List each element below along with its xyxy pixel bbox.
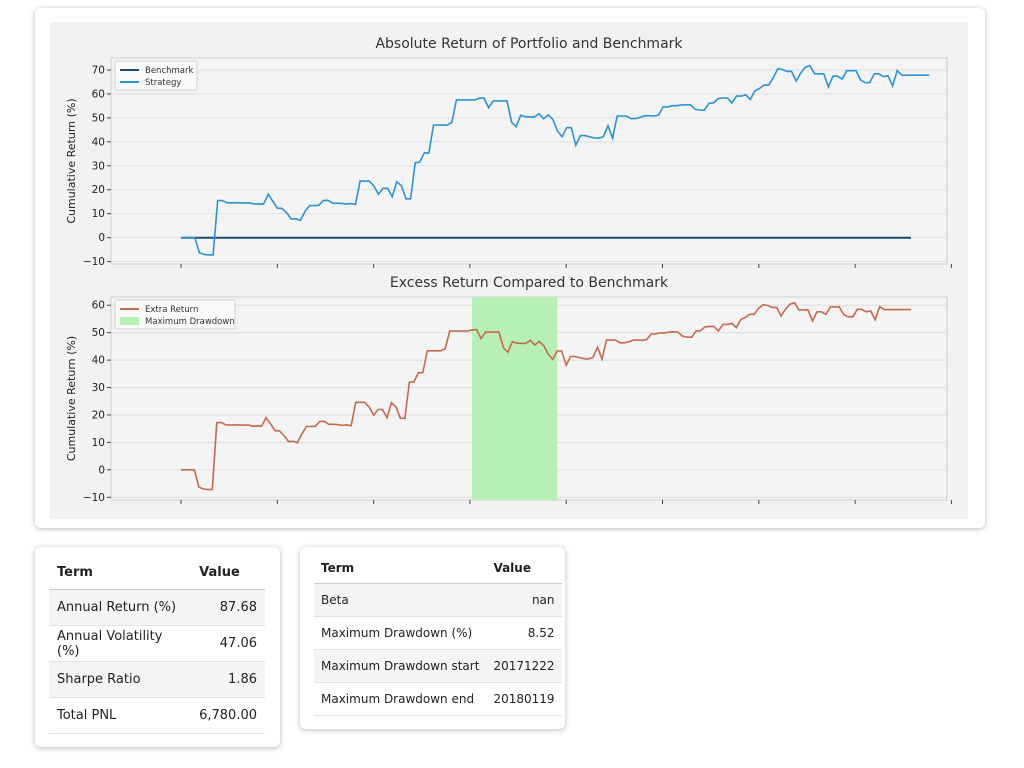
table-header-row: Term Value (314, 553, 562, 584)
y-tick-label: −10 (83, 256, 105, 268)
chart-figure: −10 0 10 20 30 40 50 60 70 Absolute Return of Por… (50, 22, 968, 519)
y-tick-label: 0 (98, 464, 105, 476)
table-row: Annual Volatility (%) 47.06 (49, 625, 265, 662)
y-tick-label: 10 (92, 437, 105, 449)
y-tick-label: 50 (92, 112, 105, 124)
y-tick-label: 30 (92, 160, 105, 172)
y-tick-label: 0 (98, 232, 105, 244)
value-cell: 1.86 (191, 661, 265, 698)
column-header-value: Value (486, 553, 562, 584)
value-cell: 47.06 (191, 625, 265, 662)
legend-label: Strategy (145, 78, 181, 88)
table-header-row: Term Value (49, 555, 265, 590)
y-axis-label: Cumulative Return (%) (65, 98, 78, 223)
series-line-strategy (181, 64, 930, 256)
performance-table: Term Value Annual Return (%) 87.68 Annua… (49, 555, 265, 734)
y-tick-label: 60 (92, 300, 105, 312)
term-cell: Beta (314, 583, 487, 617)
value-cell: 6,780.00 (191, 697, 265, 734)
chart-title: Absolute Return of Portfolio and Benchma… (375, 36, 683, 52)
chart-panel-2: −10 0 10 20 30 40 50 60 Excess Return Compared t… (65, 275, 952, 504)
chart-title: Excess Return Compared to Benchmark (390, 275, 669, 291)
table-row: Beta nan (314, 583, 562, 617)
value-cell: nan (486, 583, 562, 617)
performance-table-card: Term Value Annual Return (%) 87.68 Annua… (35, 547, 280, 747)
table-row: Maximum Drawdown end 20180119 (314, 682, 562, 716)
legend-label: Maximum Drawdown (145, 317, 235, 327)
term-cell: Annual Return (%) (49, 589, 192, 626)
column-header-term: Term (49, 555, 192, 590)
legend-label: Benchmark (145, 66, 193, 76)
term-cell: Total PNL (49, 697, 192, 734)
legend-label: Extra Return (145, 305, 198, 315)
y-tick-label: 60 (92, 88, 105, 100)
series-line-extra-return (181, 301, 911, 491)
y-tick-label: 10 (92, 208, 105, 220)
y-tick-label: 70 (92, 64, 105, 76)
term-cell: Maximum Drawdown (%) (314, 616, 487, 650)
value-cell: 20171222 (486, 649, 562, 683)
table-row: Maximum Drawdown start 20171222 (314, 649, 562, 683)
value-cell: 87.68 (191, 589, 265, 626)
y-tick-label: 30 (92, 382, 105, 394)
chart-card: −10 0 10 20 30 40 50 60 70 Absolute Return of Por… (35, 8, 985, 528)
y-tick-label: 20 (92, 184, 105, 196)
term-cell: Maximum Drawdown start (314, 649, 487, 683)
value-cell: 20180119 (486, 682, 562, 716)
column-header-value: Value (191, 555, 265, 590)
value-cell: 8.52 (486, 616, 562, 650)
y-tick-label: 50 (92, 327, 105, 339)
risk-table-card: Term Value Beta nan Maximum Drawdown (%)… (300, 547, 565, 729)
term-cell: Annual Volatility (%) (49, 625, 192, 662)
table-row: Maximum Drawdown (%) 8.52 (314, 616, 562, 650)
legend-swatch (120, 317, 139, 325)
column-header-term: Term (314, 553, 487, 584)
table-row: Annual Return (%) 87.68 (49, 589, 265, 626)
table-row: Total PNL 6,780.00 (49, 697, 265, 734)
legend-box (114, 299, 236, 330)
table-row: Sharpe Ratio 1.86 (49, 661, 265, 698)
y-axis-label: Cumulative Return (%) (65, 336, 78, 461)
y-tick-label: 40 (92, 136, 105, 148)
maximum-drawdown-region (472, 297, 558, 500)
chart-panel-1: −10 0 10 20 30 40 50 60 70 Absolute Return of Por… (65, 36, 952, 268)
risk-table: Term Value Beta nan Maximum Drawdown (%)… (314, 553, 562, 716)
term-cell: Maximum Drawdown end (314, 682, 487, 716)
term-cell: Sharpe Ratio (49, 661, 192, 698)
y-tick-label: 40 (92, 355, 105, 367)
plot-area (110, 57, 948, 265)
y-tick-label: 20 (92, 409, 105, 421)
y-tick-label: −10 (83, 492, 105, 504)
